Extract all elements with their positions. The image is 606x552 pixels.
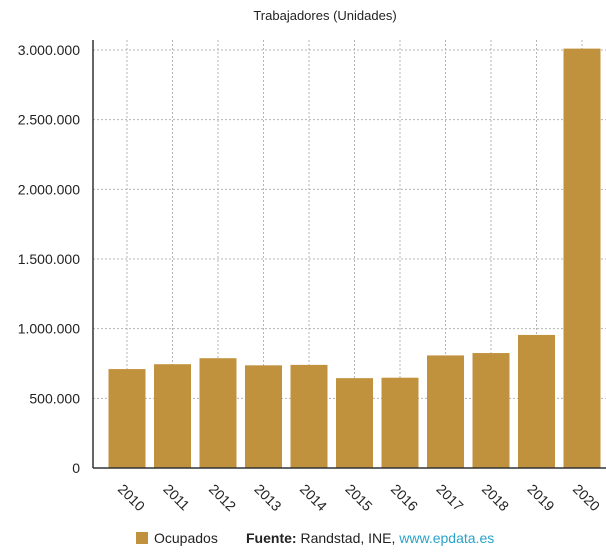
bar-2014: [290, 364, 328, 468]
y-tick-label: 3.000.000: [18, 42, 80, 58]
x-tick-label: 2012: [206, 481, 239, 514]
x-tick-labels: 2010 2011 2012 2013 2014 2015 2016 2017 2018 2019…: [115, 481, 603, 514]
source-link[interactable]: www.epdata.es: [399, 530, 495, 546]
bar-2012: [199, 358, 237, 468]
source-attribution: Fuente: Randstad, INE, www.epdata.es: [246, 530, 494, 546]
bar-2020: [563, 48, 601, 469]
x-tick-label: 2013: [251, 481, 284, 514]
bar-2013: [245, 365, 282, 468]
axes: [92, 40, 606, 469]
source-label: Fuente:: [246, 530, 297, 546]
chart-title: Trabajadores (Unidades): [253, 8, 396, 23]
bar-2010: [108, 369, 146, 468]
bar-2018: [472, 353, 510, 468]
bars: [108, 48, 601, 469]
y-tick-label: 0: [72, 460, 80, 476]
x-tick-label: 2016: [388, 481, 421, 514]
y-tick-label: 2.000.000: [18, 181, 80, 197]
x-tick-label: 2015: [342, 481, 375, 514]
x-tick-label: 2017: [433, 481, 466, 514]
bar-2019: [518, 334, 555, 468]
y-tick-labels: 0 500.000 1.000.000 1.500.000 2.000.000 2.500…: [18, 42, 81, 476]
source-text: Randstad, INE,: [296, 530, 400, 546]
bar-2015: [336, 378, 373, 468]
x-tick-label: 2014: [297, 481, 330, 514]
bar-2017: [427, 355, 464, 468]
x-tick-label: 2018: [479, 481, 512, 514]
legend-swatch: [136, 532, 148, 544]
y-tick-label: 2.500.000: [18, 112, 80, 128]
chart-footer: Ocupados Fuente: Randstad, INE, www.epda…: [0, 530, 606, 550]
x-tick-label: 2011: [160, 481, 193, 514]
x-tick-label: 2019: [524, 481, 557, 514]
bar-2011: [154, 364, 191, 468]
bar-chart: Trabajadores (Unidades) 0 500.000 1.000.00…: [18, 8, 606, 514]
y-tick-label: 1.000.000: [18, 321, 80, 337]
y-tick-label: 500.000: [29, 390, 80, 406]
y-tick-label: 1.500.000: [18, 251, 80, 267]
bar-2016: [381, 377, 419, 468]
legend: Ocupados: [136, 530, 218, 546]
x-tick-label: 2010: [115, 481, 148, 514]
x-tick-label: 2020: [570, 481, 603, 514]
legend-label: Ocupados: [154, 530, 218, 546]
